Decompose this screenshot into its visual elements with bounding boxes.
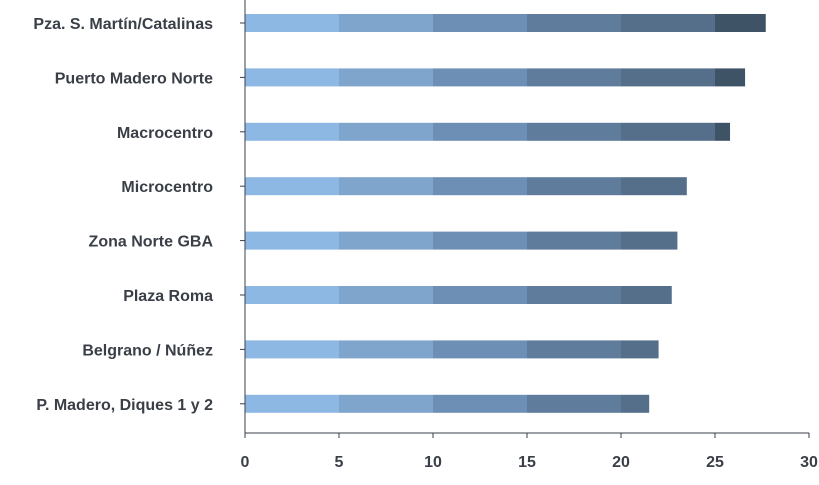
x-tick-label: 25 — [706, 454, 724, 471]
x-tick-label: 0 — [241, 454, 250, 471]
bar-segment-4-1 — [245, 177, 339, 196]
bar-segment-6-4 — [527, 286, 621, 304]
bar-segment-8-3 — [433, 394, 527, 413]
bar-segment-3-1 — [245, 122, 339, 141]
bar-segment-5-1 — [245, 231, 339, 250]
bar-segment-1-6 — [715, 14, 766, 32]
bar-segment-1-4 — [527, 14, 621, 32]
axes-layer — [240, 0, 810, 438]
x-tick-label: 20 — [612, 454, 630, 471]
x-tick-label: 15 — [518, 454, 536, 471]
bar-segment-7-5 — [621, 340, 659, 359]
category-label: Plaza Roma — [123, 288, 213, 305]
bar-segment-8-5 — [621, 394, 650, 413]
bar-segment-3-2 — [339, 122, 433, 141]
bar-segment-7-2 — [339, 340, 433, 359]
bar-segment-2-3 — [433, 68, 527, 87]
bar-segment-3-6 — [715, 122, 731, 141]
bar-segment-2-5 — [621, 68, 715, 87]
category-label: Zona Norte GBA — [89, 234, 214, 251]
bar-segment-5-4 — [527, 231, 621, 250]
category-label: Puerto Madero Norte — [55, 70, 213, 87]
category-label: P. Madero, Diques 1 y 2 — [36, 397, 213, 414]
bar-segment-4-3 — [433, 177, 527, 196]
bar-segment-1-3 — [433, 14, 527, 32]
bar-segment-6-2 — [339, 286, 433, 304]
bar-segment-7-1 — [245, 340, 339, 359]
category-label: Belgrano / Núñez — [82, 342, 213, 359]
bar-segment-4-5 — [621, 177, 687, 196]
category-label: Microcentro — [121, 179, 213, 196]
x-tick-label: 10 — [424, 454, 442, 471]
bar-segment-2-6 — [715, 68, 746, 87]
bar-segment-6-5 — [621, 286, 672, 304]
bar-segment-4-4 — [527, 177, 621, 196]
bar-segment-1-2 — [339, 14, 433, 32]
bar-segment-2-2 — [339, 68, 433, 87]
bar-segment-3-5 — [621, 122, 715, 141]
x-tick-label: 5 — [335, 454, 344, 471]
bar-segment-3-4 — [527, 122, 621, 141]
bar-segment-3-3 — [433, 122, 527, 141]
bar-segment-5-3 — [433, 231, 527, 250]
x-tick-label: 30 — [800, 454, 818, 471]
category-label: Pza. S. Martín/Catalinas — [33, 16, 213, 33]
bar-segment-7-4 — [527, 340, 621, 359]
labels-layer: Pza. S. Martín/Catalinas Puerto Madero No… — [33, 16, 818, 471]
bar-segment-8-2 — [339, 394, 433, 413]
bar-segment-8-1 — [245, 394, 339, 413]
bar-segment-5-2 — [339, 231, 433, 250]
bar-segment-1-5 — [621, 14, 715, 32]
bar-segment-5-5 — [621, 231, 678, 250]
category-label: Macrocentro — [117, 125, 213, 142]
bar-segment-7-3 — [433, 340, 527, 359]
bar-segment-2-1 — [245, 68, 339, 87]
bar-segment-4-2 — [339, 177, 433, 196]
bar-segment-1-1 — [245, 14, 339, 32]
bars-layer — [245, 14, 766, 413]
bar-segment-6-1 — [245, 286, 339, 304]
bar-segment-2-4 — [527, 68, 621, 87]
bar-segment-8-4 — [527, 394, 621, 413]
bar-segment-6-3 — [433, 286, 527, 304]
